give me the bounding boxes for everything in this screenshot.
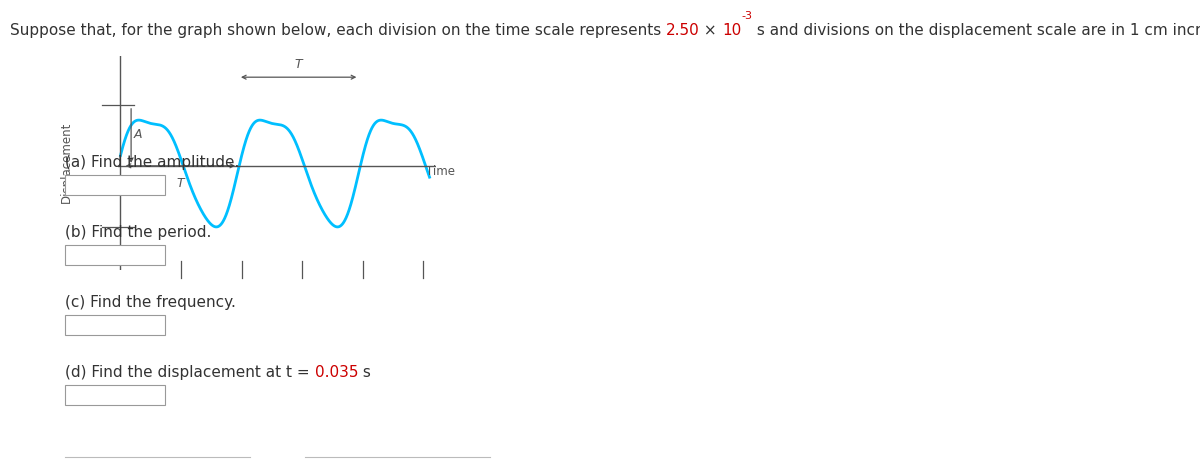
Text: (b) Find the period.: (b) Find the period.	[65, 225, 211, 240]
Text: =: =	[292, 365, 314, 380]
Bar	[65, 175, 166, 195]
Text: Suppose that, for the graph shown below, each division on the time scale represe: Suppose that, for the graph shown below,…	[10, 23, 666, 38]
Text: (a) Find the amplitude.: (a) Find the amplitude.	[65, 155, 239, 170]
Text: Time: Time	[426, 165, 455, 178]
Text: 2.50: 2.50	[666, 23, 700, 38]
Text: (d) Find the displacement at: (d) Find the displacement at	[65, 365, 286, 380]
Bar	[65, 385, 166, 405]
Bar	[65, 245, 166, 265]
Text: (c) Find the frequency.: (c) Find the frequency.	[65, 295, 236, 310]
Text: T: T	[176, 177, 185, 190]
Text: A: A	[133, 127, 142, 140]
Text: 10: 10	[722, 23, 742, 38]
Text: s: s	[358, 365, 371, 380]
Text: s and divisions on the displacement scale are in 1 cm increments.: s and divisions on the displacement scal…	[752, 23, 1200, 38]
Text: -3: -3	[742, 11, 752, 20]
Text: T: T	[295, 58, 302, 71]
Text: Displacement: Displacement	[60, 122, 73, 204]
Bar	[65, 315, 166, 335]
Text: 0.035: 0.035	[314, 365, 358, 380]
Text: t: t	[286, 365, 292, 380]
Text: ×: ×	[700, 23, 722, 38]
